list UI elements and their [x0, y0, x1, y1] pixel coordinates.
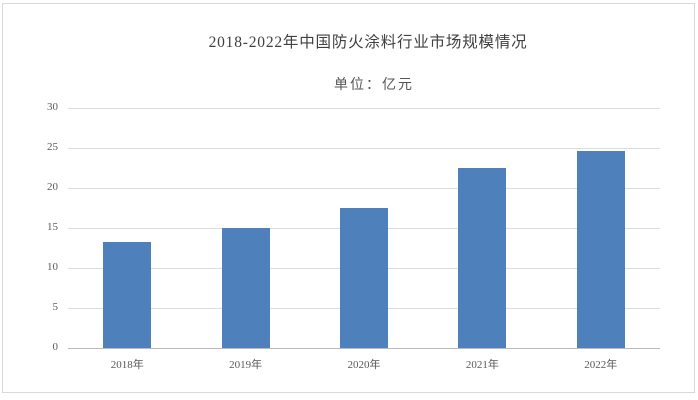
y-tick-label: 5	[52, 301, 59, 313]
gridline	[68, 147, 660, 149]
bar-2019年	[221, 228, 270, 348]
y-tick-label: 30	[47, 101, 58, 113]
x-tick-label: 2022年	[584, 359, 618, 371]
gridline	[68, 187, 660, 189]
bar-2021年	[458, 168, 507, 348]
gridline	[68, 107, 660, 109]
x-tick-label: 2019年	[229, 359, 263, 371]
chart-subtitle: 单位：亿元	[334, 78, 414, 93]
y-tick-label: 10	[47, 261, 58, 273]
y-tick-label: 0	[52, 341, 59, 353]
plot-area: 0 5 10 15 20 25 30 2018年 2019年 2020年 2021年 2022年	[47, 101, 660, 371]
y-tick-label: 15	[47, 221, 58, 233]
x-tick-label: 2020年	[347, 359, 381, 371]
bar-2018年	[103, 242, 152, 348]
bar-2020年	[340, 208, 388, 348]
bar-2022年	[576, 151, 625, 348]
y-tick-label: 20	[47, 181, 58, 193]
x-tick-label: 2018年	[110, 359, 144, 371]
y-tick-label: 25	[47, 141, 58, 153]
chart-title: 2018-2022年中国防火涂料行业市场规模情况	[208, 34, 528, 51]
x-tick-label: 2021年	[465, 359, 499, 371]
